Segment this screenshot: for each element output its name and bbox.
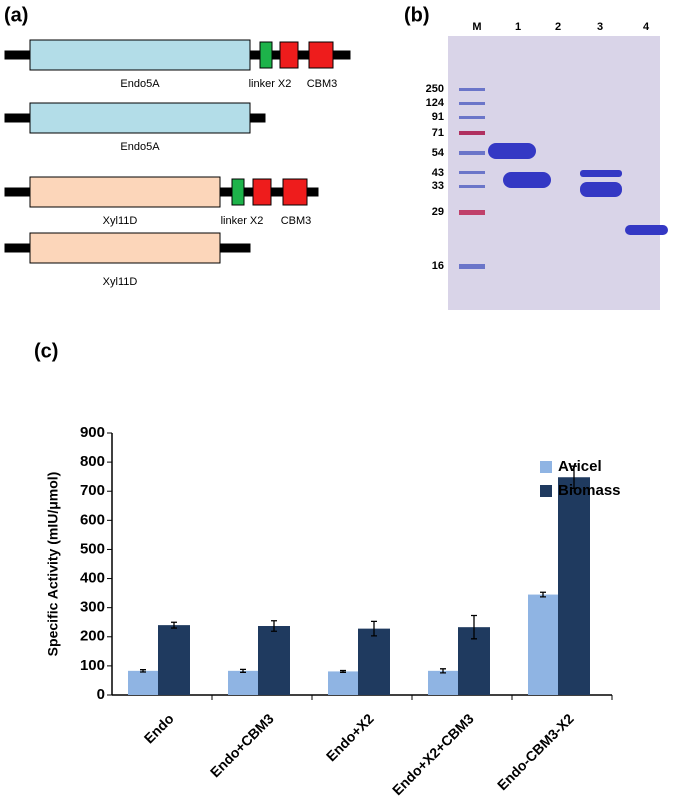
bar [258,626,290,695]
marker-bands [459,88,485,269]
legend-swatch [540,485,552,497]
y-tick-label: 200 [80,628,105,645]
legend-swatch [540,461,552,473]
x-tick-label: Endo+CBM3 [207,710,277,780]
marker-label: 54 [432,147,445,159]
x-tick-label: Endo+X2 [323,710,377,764]
error-bar [240,668,246,673]
diagram [4,39,351,264]
gel [448,36,668,310]
band [459,116,485,119]
marker-label: 16 [432,260,444,272]
band [503,172,551,188]
domain [29,176,221,208]
lane-label: 1 [515,21,521,33]
error-bar [571,465,577,489]
label: Endo5A [120,141,160,153]
x2 [279,41,299,69]
legend-label: Avicel [558,458,602,475]
band [459,131,485,135]
band [459,102,485,105]
label: Xyl11D [103,215,138,227]
y-tick-label: 900 [80,424,105,441]
linker [231,178,245,206]
label: linker X2 [249,78,292,90]
band [459,151,485,155]
label: linker X2 [221,215,264,227]
label: Endo5A [120,78,160,90]
lane-label: M [472,21,481,33]
panel-label: (c) [34,340,58,362]
band [459,185,485,188]
label: Xyl11D [103,276,138,288]
bar [128,670,158,695]
error-bar [271,620,277,632]
band [459,264,485,269]
marker-label: 71 [432,127,444,139]
band [459,88,485,91]
x-tick-label: Endo+X2+CBM3 [389,710,477,798]
x2 [252,178,272,206]
y-tick-label: 300 [80,599,105,616]
panel-label: (b) [404,4,430,26]
y-tick-label: 600 [80,511,105,528]
cbm [282,178,308,206]
cbm [308,41,334,69]
error-bar [340,669,346,673]
domain [29,102,251,134]
y-tick-label: 800 [80,453,105,470]
bar [428,670,458,695]
marker-label: 124 [426,97,445,109]
label: CBM3 [307,78,338,90]
panel-label: (a) [4,4,28,26]
bar [228,670,258,695]
error-bar [440,668,446,674]
bar [158,625,190,695]
band [488,143,536,159]
band [459,210,485,215]
y-axis-label: Specific Activity (mIU/μmol) [45,472,61,657]
error-bar [140,669,146,673]
bar [558,477,590,695]
band [459,171,485,174]
error-bar [540,591,546,598]
domain [29,232,221,264]
band [625,225,668,235]
x-tick-label: Endo-CBM3-X2 [494,710,577,793]
y-tick-label: 700 [80,482,105,499]
label: CBM3 [281,215,312,227]
band [580,170,622,177]
marker-label: 33 [432,180,444,192]
lane-label: 3 [597,21,603,33]
y-tick-label: 400 [80,570,105,587]
y-tick-label: 500 [80,540,105,557]
marker-label: 43 [432,167,444,179]
lane-label: 2 [555,21,561,33]
marker-label: 29 [432,206,444,218]
x-tick-label: Endo [141,710,177,746]
domain [29,39,251,71]
marker-label: 250 [426,83,444,95]
bar [328,671,358,695]
sample-bands [488,143,668,235]
error-bar [171,621,177,629]
bar-chart: 0 100 200 300 400 500 600 700 800 900 Specific Act… [45,424,621,798]
error-bar [471,614,477,640]
linker [259,41,273,69]
y-tick-label: 100 [80,657,105,674]
band [580,182,622,197]
lane-label: 4 [643,21,650,33]
bar [358,628,390,695]
bar [528,594,558,695]
legend-label: Biomass [558,482,621,499]
marker-label: 91 [432,111,444,123]
error-bar [371,620,377,637]
y-tick-label: 0 [97,686,105,703]
